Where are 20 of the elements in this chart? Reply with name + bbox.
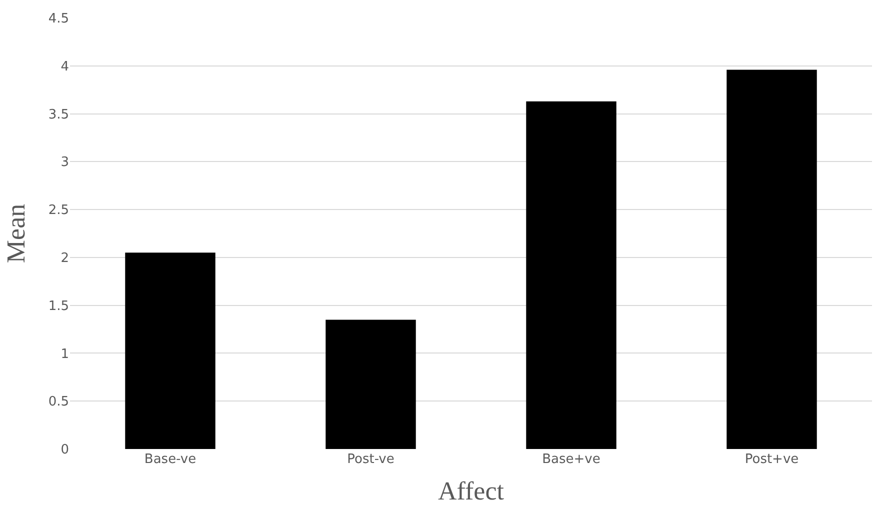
x-tick-label: Base-ve xyxy=(144,452,196,467)
y-tick-label: 4 xyxy=(60,59,69,74)
bar xyxy=(526,101,616,449)
y-tick-label: 2 xyxy=(60,250,69,266)
x-axis-title: Affect xyxy=(438,476,505,506)
y-tick-label: 0.5 xyxy=(48,394,69,410)
bar xyxy=(326,320,416,449)
y-tick-label: 4.5 xyxy=(48,12,69,27)
x-tick-label: Post+ve xyxy=(744,452,799,467)
y-axis-title: Mean xyxy=(2,204,31,264)
y-tick-label: 0 xyxy=(60,442,69,458)
y-tick-label: 1 xyxy=(60,346,69,362)
bar xyxy=(125,252,216,449)
bar xyxy=(726,70,817,449)
x-tick-label: Post-ve xyxy=(347,452,394,467)
y-tick-label: 3 xyxy=(60,155,69,170)
y-tick-label: 2.5 xyxy=(48,203,69,218)
y-tick-label: 1.5 xyxy=(48,298,69,314)
y-tick-label: 3.5 xyxy=(48,107,69,122)
x-tick-label: Base+ve xyxy=(542,452,600,467)
